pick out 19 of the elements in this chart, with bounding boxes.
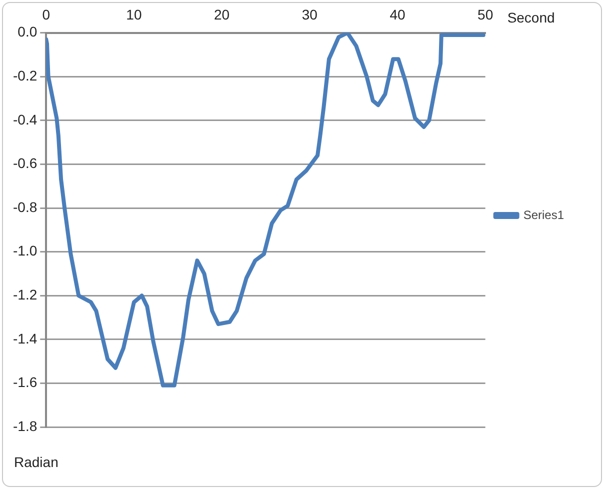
x-tick-label: 50	[478, 6, 494, 22]
x-tick-label: 0	[42, 6, 50, 22]
legend-label: Series1	[523, 208, 564, 222]
x-tick-label: 10	[126, 6, 142, 22]
y-axis-title: Radian	[14, 454, 58, 470]
y-tick-label: -0.2	[13, 67, 38, 84]
x-tick-label: 20	[214, 6, 230, 22]
y-tick-label: -0.8	[13, 198, 38, 215]
x-axis-title: Second	[507, 10, 555, 26]
y-tick-label: -0.4	[13, 111, 38, 128]
y-tick-label: -1.2	[13, 286, 38, 302]
x-tick-label: 30	[302, 6, 318, 22]
y-tick-label: -1.4	[13, 330, 38, 346]
x-tick-label: 40	[390, 6, 406, 22]
y-tick-label: -1.8	[13, 418, 38, 434]
y-tick-label: -1.6	[13, 374, 38, 390]
y-tick-label: -0.6	[13, 155, 38, 172]
y-tick-label: 0.0	[18, 24, 38, 40]
y-tick-label: -1.0	[13, 242, 38, 259]
